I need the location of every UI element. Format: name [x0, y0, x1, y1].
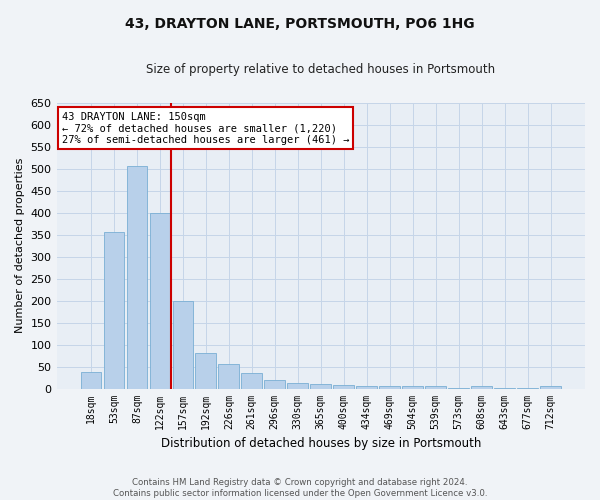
Y-axis label: Number of detached properties: Number of detached properties [15, 158, 25, 334]
Bar [379, 386, 400, 388]
Bar [287, 383, 308, 388]
Bar [265, 380, 285, 388]
Text: 43 DRAYTON LANE: 150sqm
← 72% of detached houses are smaller (1,220)
27% of semi: 43 DRAYTON LANE: 150sqm ← 72% of detache… [62, 112, 349, 145]
Bar [472, 386, 492, 388]
Title: Size of property relative to detached houses in Portsmouth: Size of property relative to detached ho… [146, 62, 496, 76]
Bar [356, 386, 377, 388]
Bar [173, 300, 193, 388]
Bar [241, 373, 262, 388]
Text: 43, DRAYTON LANE, PORTSMOUTH, PO6 1HG: 43, DRAYTON LANE, PORTSMOUTH, PO6 1HG [125, 18, 475, 32]
Bar [334, 385, 354, 388]
Bar [425, 386, 446, 388]
Bar [540, 386, 561, 388]
Bar [310, 384, 331, 388]
Bar [196, 354, 216, 388]
Text: Contains HM Land Registry data © Crown copyright and database right 2024.
Contai: Contains HM Land Registry data © Crown c… [113, 478, 487, 498]
Bar [403, 386, 423, 388]
Bar [149, 213, 170, 388]
Bar [127, 166, 147, 388]
Bar [218, 364, 239, 388]
Bar [80, 372, 101, 388]
X-axis label: Distribution of detached houses by size in Portsmouth: Distribution of detached houses by size … [161, 437, 481, 450]
Bar [104, 232, 124, 388]
